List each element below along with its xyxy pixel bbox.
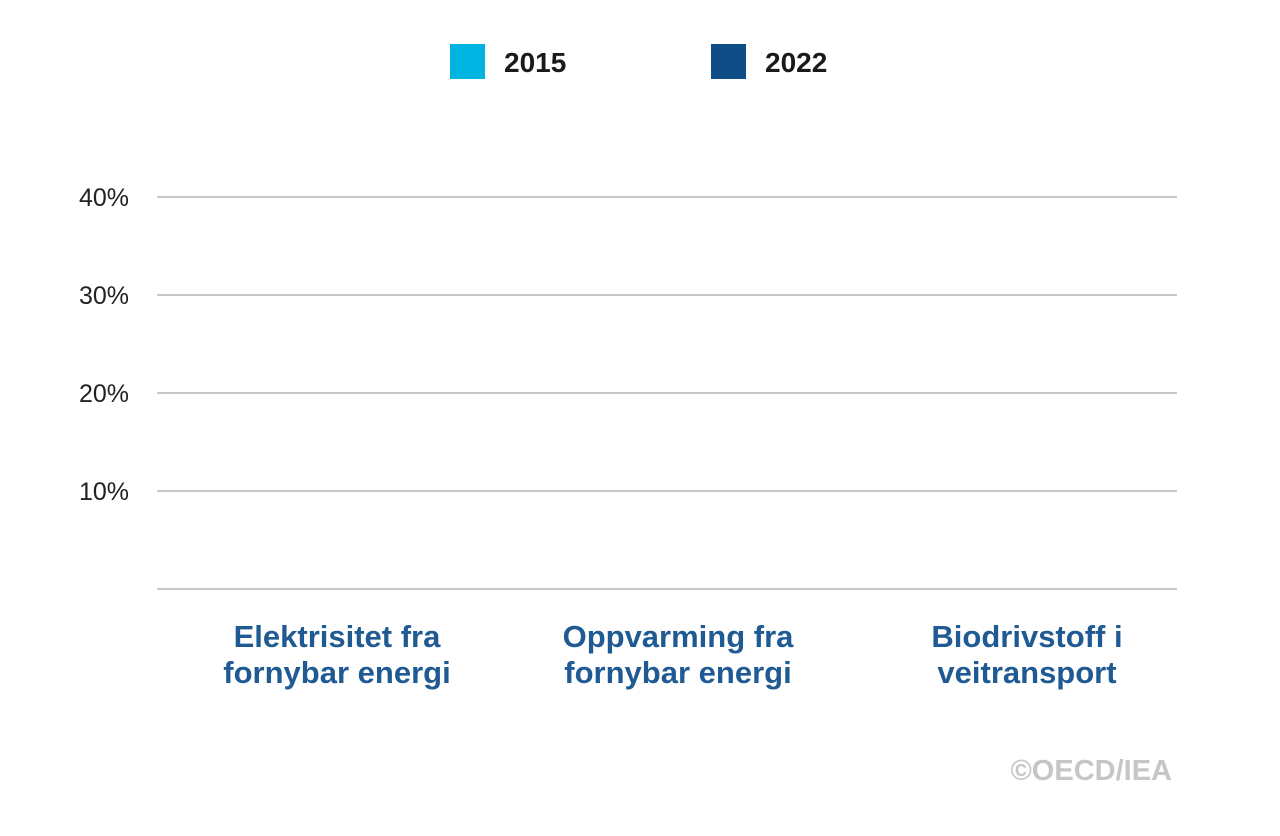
legend-label-2022: 2022: [765, 47, 827, 78]
category-label: Elektrisitet fra fornybar energi: [223, 619, 450, 690]
y-tick-label: 20%: [79, 380, 129, 408]
category-label: Oppvarming fra fornybar energi: [563, 619, 795, 690]
category-label: Biodrivstoff i veitransport: [931, 619, 1122, 690]
legend-label-2015: 2015: [504, 47, 566, 78]
category-label-line: Oppvarming fra: [563, 619, 795, 654]
category-label-line: Biodrivstoff i: [931, 619, 1122, 654]
y-tick-label: 30%: [79, 282, 129, 310]
y-tick-label: 40%: [79, 184, 129, 212]
category-label-line: veitransport: [937, 655, 1116, 690]
y-tick-label: 10%: [79, 478, 129, 506]
category-label-line: fornybar energi: [223, 655, 450, 690]
legend-swatch-2015: [450, 44, 485, 79]
legend: 2015 2022: [450, 44, 827, 79]
category-labels: Elektrisitet fra fornybar energiOppvarmin…: [223, 619, 1122, 690]
gridlines: [157, 196, 1177, 590]
category-label-line: fornybar energi: [564, 655, 791, 690]
y-axis-tick-labels: 10% 20% 30% 40%: [79, 184, 129, 506]
category-label-line: Elektrisitet fra: [234, 619, 442, 654]
credit-text: ©OECD/IEA: [1010, 755, 1172, 787]
legend-swatch-2022: [711, 44, 746, 79]
